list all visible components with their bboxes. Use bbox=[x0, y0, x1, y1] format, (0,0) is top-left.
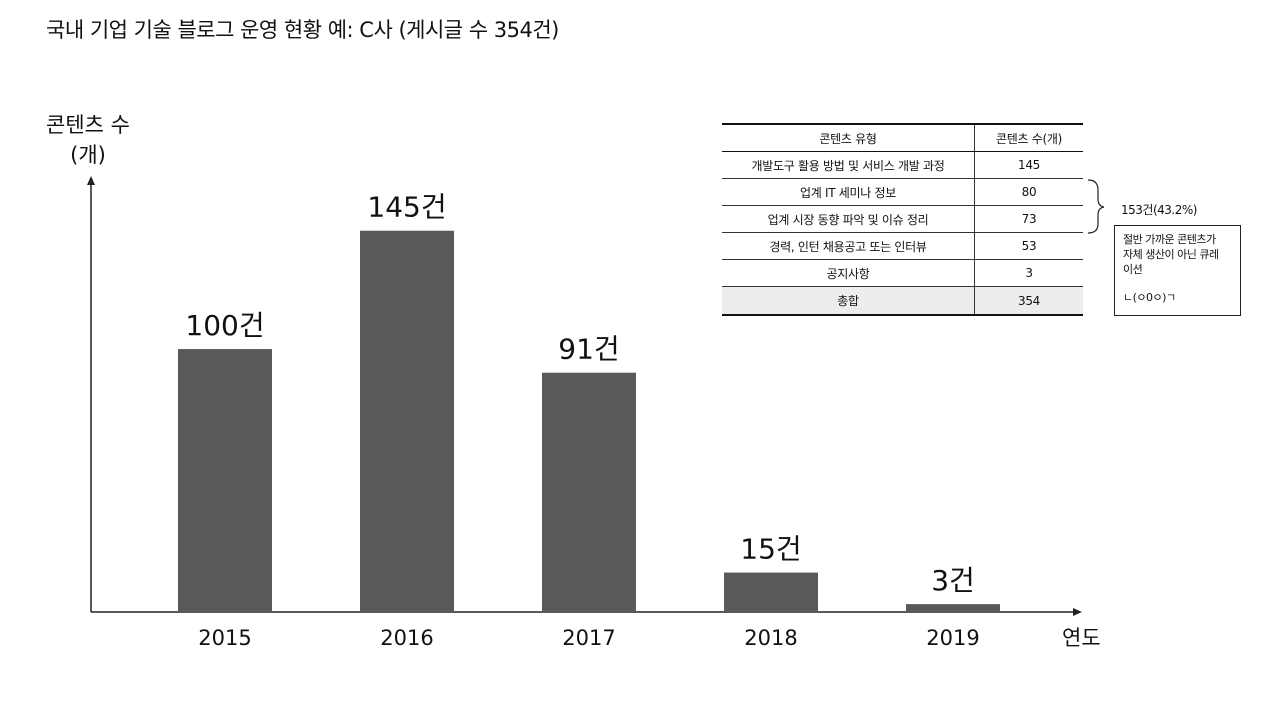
bar-2015 bbox=[178, 349, 272, 612]
table-total-row: 총합 354 bbox=[722, 286, 1083, 316]
bar-2018 bbox=[724, 572, 818, 612]
table-cell-type: 공지사항 bbox=[722, 259, 975, 287]
table-brace bbox=[1087, 179, 1105, 234]
x-tick-label-2016: 2016 bbox=[380, 626, 433, 650]
table-row: 업계 IT 세미나 정보 80 bbox=[722, 178, 1083, 206]
table-row: 경력, 인턴 채용공고 또는 인터뷰 53 bbox=[722, 232, 1083, 260]
chart-bars bbox=[178, 230, 1000, 612]
curly-brace-icon bbox=[1087, 179, 1105, 234]
data-label-2015: 100건 bbox=[185, 309, 264, 342]
bar-2016 bbox=[360, 230, 454, 612]
y-axis-arrow-icon bbox=[87, 176, 95, 185]
data-label-2018: 15건 bbox=[740, 533, 801, 566]
note-line: 자체 생산이 아닌 큐레 bbox=[1123, 248, 1219, 261]
table-cell-type: 업계 시장 동향 파악 및 이슈 정리 bbox=[722, 205, 975, 233]
x-axis-arrow-icon bbox=[1073, 608, 1082, 616]
data-label-2019: 3건 bbox=[931, 564, 975, 597]
table-total-value: 354 bbox=[974, 286, 1083, 316]
table-header-type: 콘텐츠 유형 bbox=[722, 123, 975, 152]
table-cell-count: 3 bbox=[974, 259, 1083, 287]
table-header-row: 콘텐츠 유형 콘텐츠 수(개) bbox=[722, 123, 1083, 152]
x-tick-label-2018: 2018 bbox=[744, 626, 797, 650]
data-label-2016: 145건 bbox=[367, 191, 446, 224]
table-cell-count: 80 bbox=[974, 178, 1083, 206]
note-line: 이션 bbox=[1123, 263, 1143, 276]
bar-2019 bbox=[906, 604, 1000, 612]
x-tick-label-2017: 2017 bbox=[562, 626, 615, 650]
table-cell-type: 업계 IT 세미나 정보 bbox=[722, 178, 975, 206]
y-axis-title: 콘텐츠 수 (개) bbox=[46, 110, 130, 170]
y-axis-title-line2: (개) bbox=[70, 143, 106, 167]
content-type-table: 콘텐츠 유형 콘텐츠 수(개) 개발도구 활용 방법 및 서비스 개발 과정 1… bbox=[722, 123, 1083, 316]
page-title: 국내 기업 기술 블로그 운영 현황 예: C사 (게시글 수 354건) bbox=[46, 18, 559, 42]
table-row: 업계 시장 동향 파악 및 이슈 정리 73 bbox=[722, 205, 1083, 233]
note-line: 절반 가까운 콘텐츠가 bbox=[1123, 233, 1216, 246]
table-header-count: 콘텐츠 수(개) bbox=[974, 123, 1083, 152]
chart-tick-labels: 2015 2016 2017 2018 2019 bbox=[198, 626, 979, 650]
x-axis-title: 연도 bbox=[1062, 626, 1101, 650]
table-row: 개발도구 활용 방법 및 서비스 개발 과정 145 bbox=[722, 151, 1083, 179]
bar-2017 bbox=[542, 372, 636, 612]
table-cell-count: 53 bbox=[974, 232, 1083, 260]
x-tick-label-2015: 2015 bbox=[198, 626, 251, 650]
y-axis-title-line1: 콘텐츠 수 bbox=[46, 113, 130, 137]
table-cell-type: 경력, 인턴 채용공고 또는 인터뷰 bbox=[722, 232, 975, 260]
table-cell-type: 개발도구 활용 방법 및 서비스 개발 과정 bbox=[722, 151, 975, 179]
data-label-2017: 91건 bbox=[558, 333, 619, 366]
table-cell-count: 145 bbox=[974, 151, 1083, 179]
x-tick-label-2019: 2019 bbox=[926, 626, 979, 650]
brace-label: 153건(43.2%) bbox=[1121, 203, 1197, 217]
table-row: 공지사항 3 bbox=[722, 259, 1083, 287]
chart-data-labels: 100건 145건 91건 15건 3건 bbox=[185, 191, 974, 597]
note-box: 절반 가까운 콘텐츠가 자체 생산이 아닌 큐레 이션 ㄴ(ㅇ0ㅇ)ㄱ bbox=[1114, 225, 1241, 316]
table-cell-count: 73 bbox=[974, 205, 1083, 233]
table-total-label: 총합 bbox=[722, 286, 975, 316]
note-emoticon: ㄴ(ㅇ0ㅇ)ㄱ bbox=[1123, 291, 1176, 304]
